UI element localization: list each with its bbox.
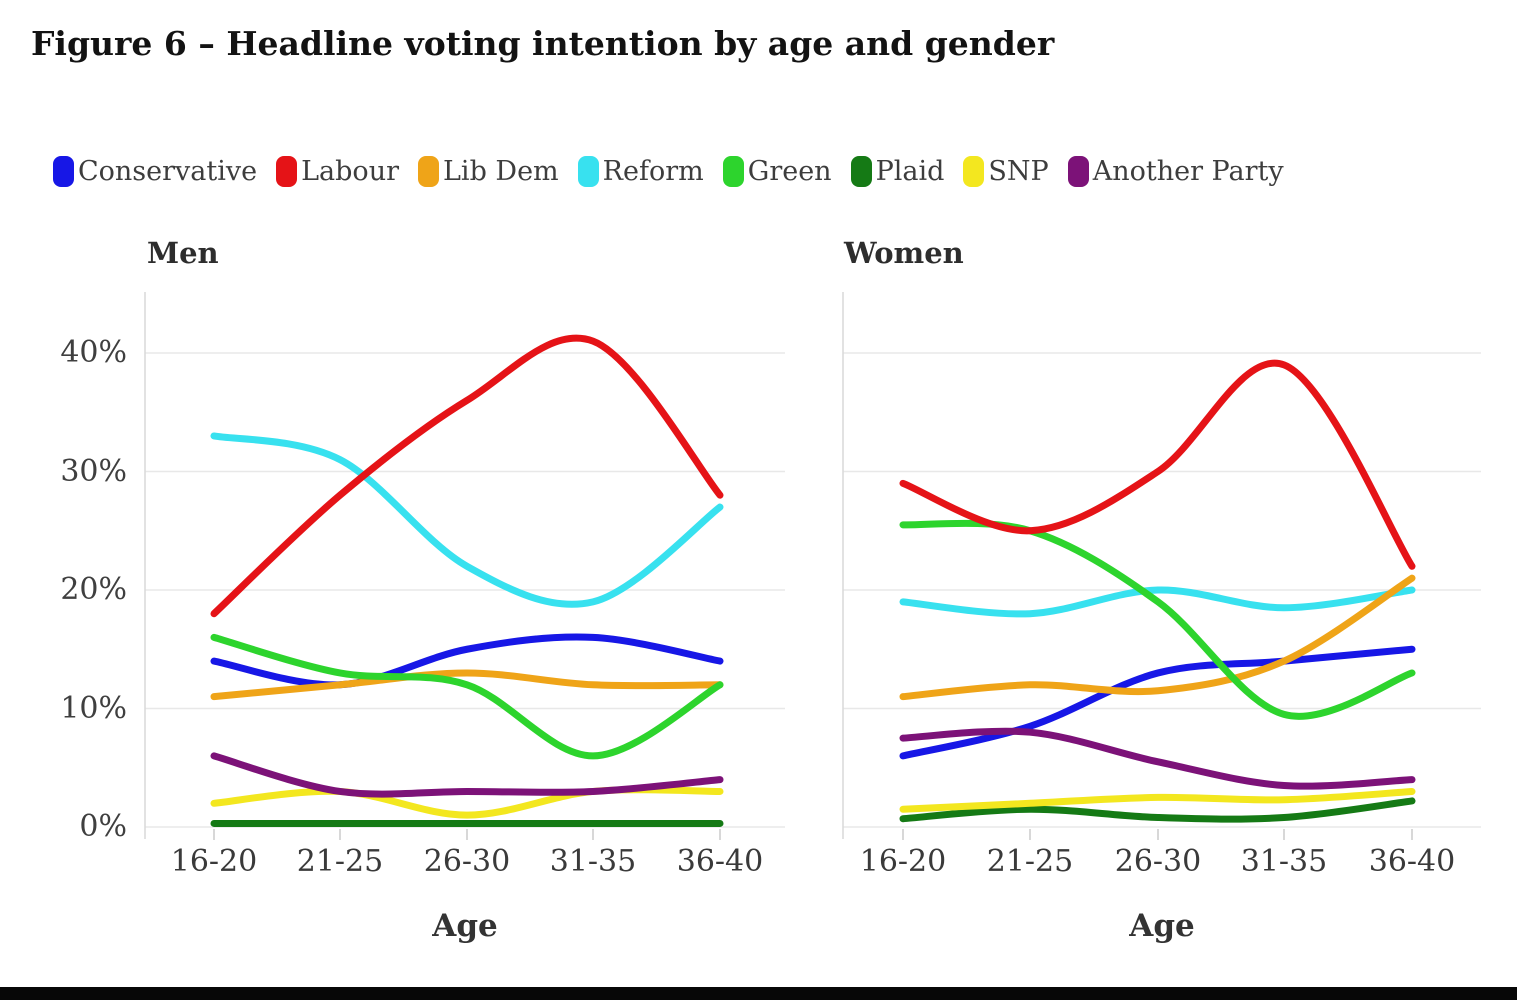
legend-swatch-another-party-icon — [1067, 156, 1089, 187]
legend-swatch-conservative-icon — [53, 156, 74, 187]
legend-label: Plaid — [875, 156, 945, 187]
y-tick-label: 20% — [60, 572, 127, 607]
x-tick-label: 16-20 — [170, 844, 258, 879]
x-axis-title-men: Age — [432, 908, 498, 944]
line-women-snp — [899, 787, 1416, 813]
panel-title-men: Men — [147, 236, 219, 270]
legend: Conservative Labour Lib Dem Reform Green Plai… — [53, 156, 1284, 187]
line-men-labour — [210, 334, 724, 618]
legend-item-plaid: Plaid — [850, 156, 945, 187]
legend-item-lib-dem: Lib Dem — [418, 156, 559, 187]
x-axis-title-women: Age — [1129, 908, 1195, 944]
legend-label: SNP — [988, 156, 1049, 187]
line-women-another-party — [899, 727, 1416, 790]
line-men-another-party — [210, 752, 724, 798]
legend-item-conservative: Conservative — [53, 156, 257, 187]
x-tick-label: 21-25 — [296, 844, 384, 879]
y-tick-label: 10% — [60, 690, 127, 726]
x-tick-label: 26-30 — [423, 844, 511, 879]
line-women-lib-dem — [899, 574, 1416, 701]
legend-swatch-labour-icon — [276, 156, 298, 187]
legend-swatch-reform-icon — [577, 156, 599, 187]
x-tick-label: 16-20 — [859, 844, 947, 879]
legend-label: Green — [747, 156, 832, 187]
line-women-conservative — [899, 645, 1416, 760]
legend-swatch-green-icon — [722, 156, 744, 187]
x-tick-label: 36-40 — [676, 844, 764, 879]
line-women-reform — [899, 586, 1416, 618]
legend-item-snp: SNP — [963, 156, 1049, 187]
legend-item-reform: Reform — [577, 156, 704, 187]
legend-item-green: Green — [722, 156, 832, 187]
legend-swatch-plaid-icon — [850, 156, 872, 187]
legend-label: Conservative — [78, 156, 258, 187]
legend-label: Another Party — [1092, 156, 1284, 187]
legend-item-another-party: Another Party — [1067, 156, 1284, 187]
legend-label: Labour — [301, 156, 399, 187]
bottom-black-bar — [0, 987, 1517, 1000]
y-tick-label: 40% — [60, 335, 127, 370]
x-tick-label: 26-30 — [1114, 844, 1202, 879]
line-men-reform — [210, 432, 724, 608]
legend-swatch-lib-dem-icon — [418, 156, 439, 187]
legend-label: Reform — [602, 156, 704, 187]
legend-swatch-snp-icon — [963, 156, 985, 187]
line-men-conservative — [210, 633, 724, 689]
x-tick-label: 31-35 — [1240, 844, 1328, 879]
figure-title: Figure 6 – Headline voting intention by … — [31, 24, 1055, 63]
line-men-lib-dem — [210, 669, 724, 701]
x-tick-label: 31-35 — [549, 844, 637, 879]
line-men-green — [210, 633, 724, 760]
legend-item-labour: Labour — [276, 156, 399, 187]
line-women-labour — [899, 359, 1416, 570]
line-women-plaid — [899, 797, 1416, 823]
x-tick-label: 36-40 — [1368, 844, 1456, 879]
y-tick-label: 30% — [60, 453, 127, 489]
panel-title-women: Women — [844, 236, 964, 270]
legend-label: Lib Dem — [443, 156, 559, 187]
x-tick-label: 21-25 — [986, 844, 1074, 879]
y-tick-label: 0% — [79, 809, 127, 844]
